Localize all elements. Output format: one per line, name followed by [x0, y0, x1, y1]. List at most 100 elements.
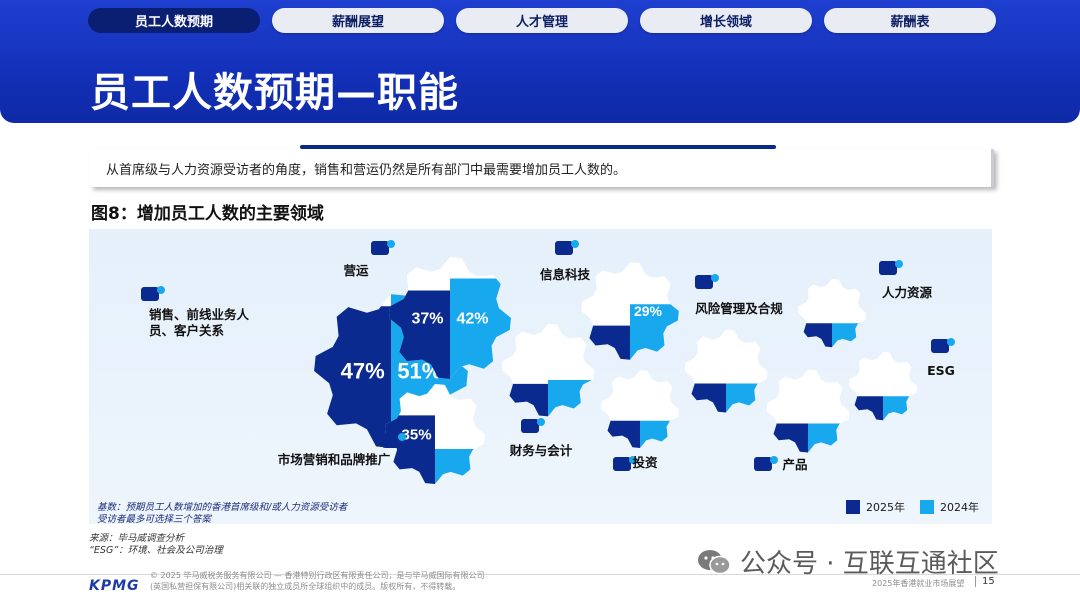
gear-8: 14% 9% 产品 — [754, 369, 850, 472]
category-label: 人力资源 — [882, 285, 933, 300]
coins-icon — [521, 418, 545, 433]
bar-2024 — [726, 383, 759, 413]
value-label-2024: 14% — [885, 381, 907, 393]
gear-2: 37% 42% 营运 — [343, 240, 511, 379]
value-label-2024: 17% — [438, 426, 468, 443]
tab-headcount[interactable]: 员工人数预期 — [88, 8, 260, 33]
legend-swatch-2025 — [846, 500, 860, 514]
header-band: 员工人数预期 薪酬展望 人才管理 增长领域 薪酬表 员工人数预期—职能 — [0, 0, 1080, 123]
bar-chart-dollar-icon — [613, 456, 637, 471]
shield-gear-icon — [695, 274, 719, 289]
bar-2025 — [803, 323, 833, 348]
category-label: 营运 — [343, 263, 369, 278]
value-label-2024: 6% — [646, 402, 664, 416]
bar-2024 — [640, 420, 671, 448]
tab-salary-outlook[interactable]: 薪酬展望 — [272, 8, 444, 33]
tab-talent-management[interactable]: 人才管理 — [456, 8, 628, 33]
bar-2025 — [607, 420, 640, 448]
bar-2024 — [883, 396, 910, 421]
category-label: 市场营销和品牌推广 — [278, 452, 391, 467]
kpmg-logo: KPMG — [89, 578, 140, 594]
factory-icon — [931, 338, 955, 353]
value-label-2024: 42% — [456, 311, 488, 328]
gear-10: 6% 14% ESG — [848, 338, 955, 421]
watermark: 公众号 · 互联互通社区 — [696, 543, 999, 580]
megaphone-icon — [382, 433, 406, 448]
figure-title: 图8：增加员工人数的主要领域 — [91, 204, 324, 224]
value-label-2024: 29% — [634, 303, 663, 319]
code-monitor-icon — [555, 240, 579, 255]
category-label: 员、客户关系 — [149, 323, 225, 338]
legend-label-2024: 2024年 — [940, 501, 979, 514]
wechat-icon — [698, 549, 731, 574]
legal-text: © 2025 毕马威税务服务有限公司 — 香港特别行政区有限责任公司，是与毕马威… — [150, 570, 485, 592]
answer-note: 受访者最多可选择三个答案 — [97, 514, 212, 525]
bar-2024 — [832, 323, 859, 348]
bar-2025 — [314, 306, 391, 448]
legend-2024: 2024年 — [920, 499, 979, 515]
bar-2025 — [773, 423, 809, 453]
tab-growth-areas[interactable]: 增长领域 — [640, 8, 812, 33]
people-group-icon — [879, 260, 903, 275]
legend-swatch-2024 — [920, 500, 934, 514]
value-label-2025: 17% — [598, 303, 627, 319]
summary-text: 从首席级与人力资源受访者的角度，销售和营运仍然是所有部门中最需要增加员工人数的。 — [106, 162, 627, 178]
category-label: ESG — [927, 363, 955, 378]
bar-2024 — [808, 423, 841, 453]
legend-label-2025: 2025年 — [866, 501, 905, 514]
bar-2024 — [630, 304, 679, 360]
money-stack-icon — [141, 286, 165, 301]
category-label: 投资 — [632, 455, 658, 470]
gear-7: 12% 14% 风险管理及合规 — [684, 274, 783, 413]
value-label-2025: 14% — [614, 402, 638, 416]
source-note: 来源：毕马威调查分析 — [89, 533, 185, 544]
gears-icon — [371, 240, 395, 255]
gear-6: 14% 6% 投资 — [601, 370, 679, 471]
base-note: 基数：预期员工人数增加的香港首席级和/或人力资源受访者 — [97, 502, 348, 513]
bar-2025 — [589, 325, 631, 360]
value-label-2025: 37% — [411, 311, 443, 328]
legal-line-1: © 2025 毕马威税务服务有限公司 — 香港特别行政区有限责任公司，是与毕马威… — [150, 571, 485, 580]
value-label-2025: 47% — [341, 359, 385, 384]
bar-2024 — [435, 449, 475, 484]
value-label-2024: 20% — [551, 362, 580, 378]
page-number: 15 — [975, 576, 995, 587]
value-label-2024: 9% — [815, 404, 833, 418]
esg-note: “ESG”：环境、社会及公司治理 — [89, 545, 223, 556]
gear-4: 17% 29% 信息科技 — [540, 240, 679, 360]
value-label-2025: 6% — [862, 381, 878, 393]
bar-2024 — [548, 379, 592, 417]
category-label: 信息科技 — [540, 267, 591, 282]
value-label-2025: 14% — [781, 404, 805, 418]
tab-salary-table[interactable]: 薪酬表 — [824, 8, 996, 33]
category-label: 风险管理及合规 — [695, 301, 783, 316]
value-label-2024: 9% — [837, 308, 853, 320]
footer-rule — [0, 574, 1080, 575]
bar-2024 — [450, 278, 511, 379]
bar-2025 — [691, 383, 727, 413]
value-label-2025: 12% — [699, 364, 723, 378]
category-label: 产品 — [782, 457, 807, 472]
value-label-2025: 35% — [402, 426, 432, 443]
value-label-2024: 14% — [729, 364, 753, 378]
bar-2025 — [385, 415, 436, 484]
report-name: 2025年香港就业市场展望 — [872, 579, 965, 588]
gear-3: 35% 17% 市场营销和品牌推广 — [278, 384, 485, 484]
product-box-icon — [754, 456, 778, 471]
summary-box: 从首席级与人力资源受访者的角度，销售和营运仍然是所有部门中最需要增加员工人数的。 — [90, 149, 994, 187]
bar-2025 — [509, 383, 549, 417]
bar-2025 — [854, 396, 884, 421]
gear-5: 16% 20% 财务与会计 — [501, 323, 595, 458]
watermark-text: 公众号 · 互联互通社区 — [740, 549, 999, 579]
value-label-2025: 16% — [517, 362, 546, 378]
value-label-2025: 8% — [811, 308, 827, 320]
section-tabs: 员工人数预期 薪酬展望 人才管理 增长领域 薪酬表 — [88, 8, 996, 33]
gear-9: 8% 9% 人力资源 — [797, 260, 933, 348]
page-title: 员工人数预期—职能 — [90, 70, 459, 116]
legal-line-2: (英国私营担保有限公司)相关联的独立成员所全球组织中的成员。版权所有，不得转载。 — [150, 582, 461, 591]
title-underline — [300, 145, 776, 149]
legend-2025: 2025年 — [846, 499, 905, 515]
category-label: 销售、前线业务人 — [149, 307, 250, 322]
bar-2025 — [389, 290, 450, 379]
